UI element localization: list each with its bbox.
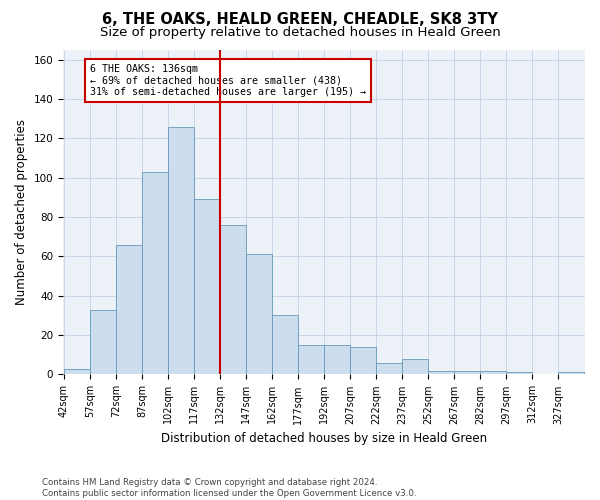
Bar [116, 244, 142, 374]
Bar [272, 316, 298, 374]
Bar [142, 172, 168, 374]
Text: 6, THE OAKS, HEALD GREEN, CHEADLE, SK8 3TY: 6, THE OAKS, HEALD GREEN, CHEADLE, SK8 3… [102, 12, 498, 28]
Bar [90, 310, 116, 374]
Bar [194, 200, 220, 374]
Bar [64, 368, 90, 374]
Bar [298, 345, 324, 374]
Bar [220, 225, 246, 374]
Bar [428, 370, 454, 374]
Bar [246, 254, 272, 374]
Bar [558, 372, 584, 374]
Text: 6 THE OAKS: 136sqm
← 69% of detached houses are smaller (438)
31% of semi-detach: 6 THE OAKS: 136sqm ← 69% of detached hou… [90, 64, 366, 97]
Bar [454, 370, 480, 374]
Bar [376, 362, 402, 374]
Bar [324, 345, 350, 374]
Bar [350, 347, 376, 374]
Bar [480, 370, 506, 374]
X-axis label: Distribution of detached houses by size in Heald Green: Distribution of detached houses by size … [161, 432, 487, 445]
Text: Contains HM Land Registry data © Crown copyright and database right 2024.
Contai: Contains HM Land Registry data © Crown c… [42, 478, 416, 498]
Bar [402, 358, 428, 374]
Y-axis label: Number of detached properties: Number of detached properties [15, 119, 28, 305]
Text: Size of property relative to detached houses in Heald Green: Size of property relative to detached ho… [100, 26, 500, 39]
Bar [168, 126, 194, 374]
Bar [506, 372, 532, 374]
